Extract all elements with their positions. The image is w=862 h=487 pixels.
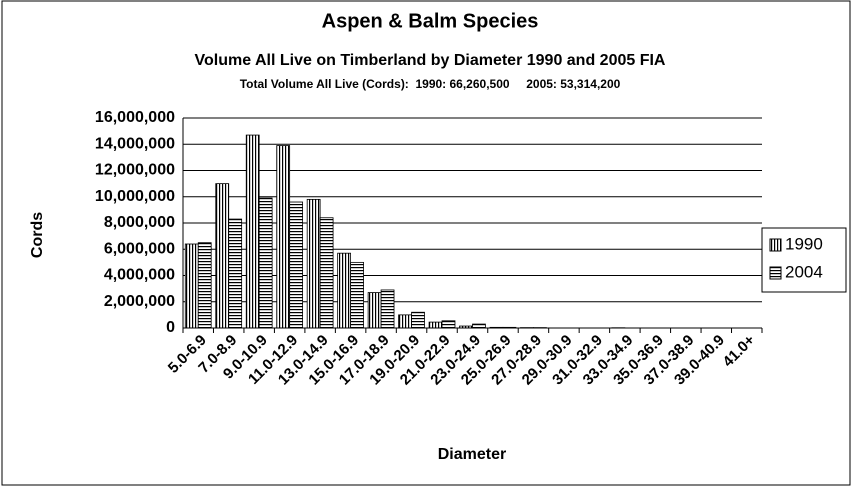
bar [350,261,364,329]
bar [319,217,334,329]
legend-swatch [769,266,782,280]
bar [258,197,273,329]
bar [276,145,291,329]
bar [398,314,412,329]
y-tick-label: 4,000,000 [104,267,175,284]
y-tick-label: 6,000,000 [104,240,175,257]
legend-label: 2004 [785,262,823,281]
bar [184,243,199,329]
bar [380,289,395,329]
y-tick-label: 14,000,000 [95,135,175,152]
bar [245,134,260,329]
y-tick-label: 12,000,000 [95,162,175,179]
legend-label: 1990 [785,234,823,253]
chart-title: Aspen & Balm Species [322,10,539,32]
x-axis-label: Diameter [438,446,506,463]
bar [441,320,456,329]
bar [367,292,382,329]
bar [215,183,230,329]
y-tick-label: 2,000,000 [104,293,175,310]
legend-swatch [769,238,782,252]
bar [337,252,352,329]
chart-subtitle: Volume All Live on Timberland by Diamete… [195,52,666,69]
bar [289,201,304,329]
bar [428,321,443,329]
annotation: Total Volume All Live (Cords): 1990: 66,… [240,77,621,91]
y-tick-label: 8,000,000 [104,214,175,231]
y-axis-label: Cords [29,212,46,258]
y-tick-label: 10,000,000 [95,188,175,205]
y-tick-label: 16,000,000 [95,109,175,126]
bar [197,242,212,329]
bar [472,323,486,329]
bar [411,311,425,329]
bar [228,218,243,329]
bar [306,198,321,329]
y-tick-label: 0 [166,319,175,336]
